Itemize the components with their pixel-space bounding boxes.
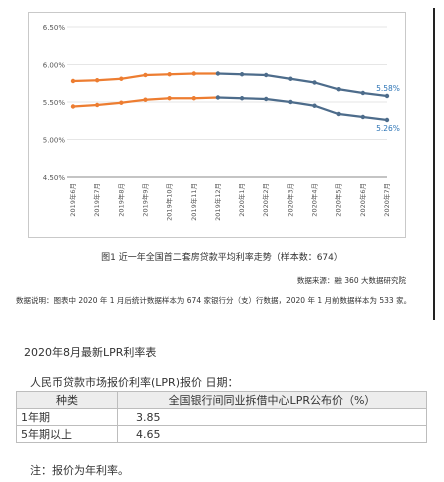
data-point [143, 97, 148, 102]
y-tick-label: 4.50% [43, 174, 66, 182]
cell-value: 3.85 [117, 408, 427, 426]
y-tick-label: 6.50% [43, 24, 66, 32]
series-line-gray [217, 72, 388, 98]
table-row: 5年期以上 4.65 [16, 425, 427, 443]
x-tick-label: 2019年7月 [92, 183, 101, 217]
data-source: 数据来源：融 360 大数据研究院 [296, 276, 406, 285]
data-point [143, 72, 148, 78]
data-point [167, 96, 172, 101]
x-tick-label: 2019年11月 [189, 183, 198, 221]
data-point [191, 96, 196, 101]
cell-type: 5年期以上 [16, 425, 118, 443]
x-tick-label: 2019年9月 [140, 183, 149, 217]
header-type: 种类 [16, 391, 118, 409]
table-header-row: 种类 全国银行间同业拆借中心LPR公布价（%） [16, 391, 427, 409]
series-line-gray [217, 96, 388, 122]
chart-frame: 6.50% 6.00% 5.50% 5.00% 4.50% 2019年6月 2019年7月 2… [28, 12, 406, 238]
end-data-label: 5.26% [376, 124, 400, 133]
x-tick-label: 2020年7月 [382, 183, 391, 217]
data-point [94, 78, 100, 83]
cell-type: 1年期 [16, 408, 118, 426]
y-tick-label: 5.00% [43, 137, 66, 145]
end-data-label: 5.58% [376, 84, 400, 93]
data-point [119, 100, 124, 105]
data-point [384, 117, 390, 123]
data-point [215, 95, 221, 100]
data-point [70, 78, 76, 84]
data-point [215, 71, 221, 76]
x-tick-label: 2019年10月 [165, 183, 174, 221]
data-point [70, 104, 76, 109]
cell-value: 4.65 [117, 425, 427, 443]
data-point [336, 87, 341, 92]
y-tick-label: 5.50% [43, 99, 66, 107]
x-tick-label: 2020年2月 [261, 183, 270, 217]
x-tick-label: 2019年12月 [213, 183, 222, 221]
footnote: 注：报价为年利率。 [30, 464, 129, 477]
data-point [119, 76, 124, 81]
data-point [312, 103, 317, 108]
data-point [384, 93, 390, 99]
data-point [264, 96, 269, 102]
x-tick-label: 2019年8月 [116, 183, 125, 217]
table-row: 1年期 3.85 [16, 408, 427, 426]
table-title: 人民币贷款市场报价利率(LPR)报价 日期： [30, 376, 239, 389]
data-point [264, 72, 269, 78]
rate-trend-chart: 6.50% 6.00% 5.50% 5.00% 4.50%2019年6月 2019年7月 2… [43, 24, 400, 221]
data-point [288, 76, 293, 81]
side-divider [433, 8, 435, 320]
data-point [360, 114, 366, 120]
data-point [239, 96, 245, 101]
data-point [312, 80, 317, 85]
data-note: 数据说明：图表中 2020 年 1 月后统计数据样本为 674 家银行分（支）行… [16, 296, 412, 305]
data-point [360, 90, 366, 96]
data-point [288, 99, 293, 105]
x-tick-label: 2020年5月 [334, 183, 343, 217]
section-title: 2020年8月最新LPR利率表 [24, 346, 157, 359]
data-point [191, 71, 196, 76]
x-tick-label: 2019年6月 [68, 183, 77, 217]
x-tick-label: 2020年1月 [237, 183, 246, 217]
x-tick-label: 2020年3月 [285, 183, 294, 217]
y-tick-label: 6.00% [43, 62, 66, 70]
x-tick-label: 2020年6月 [358, 183, 367, 217]
lpr-table: 种类 全国银行间同业拆借中心LPR公布价（%） 1年期 3.85 5年期以上 4… [16, 391, 427, 443]
header-value: 全国银行间同业拆借中心LPR公布价（%） [117, 391, 427, 409]
data-point [239, 72, 245, 77]
data-point [336, 111, 341, 117]
chart-caption: 图1 近一年全国首二套房贷款平均利率走势（样本数：674） [101, 253, 343, 263]
data-point [94, 102, 100, 108]
x-tick-label: 2020年4月 [310, 183, 319, 217]
data-point [167, 72, 172, 77]
